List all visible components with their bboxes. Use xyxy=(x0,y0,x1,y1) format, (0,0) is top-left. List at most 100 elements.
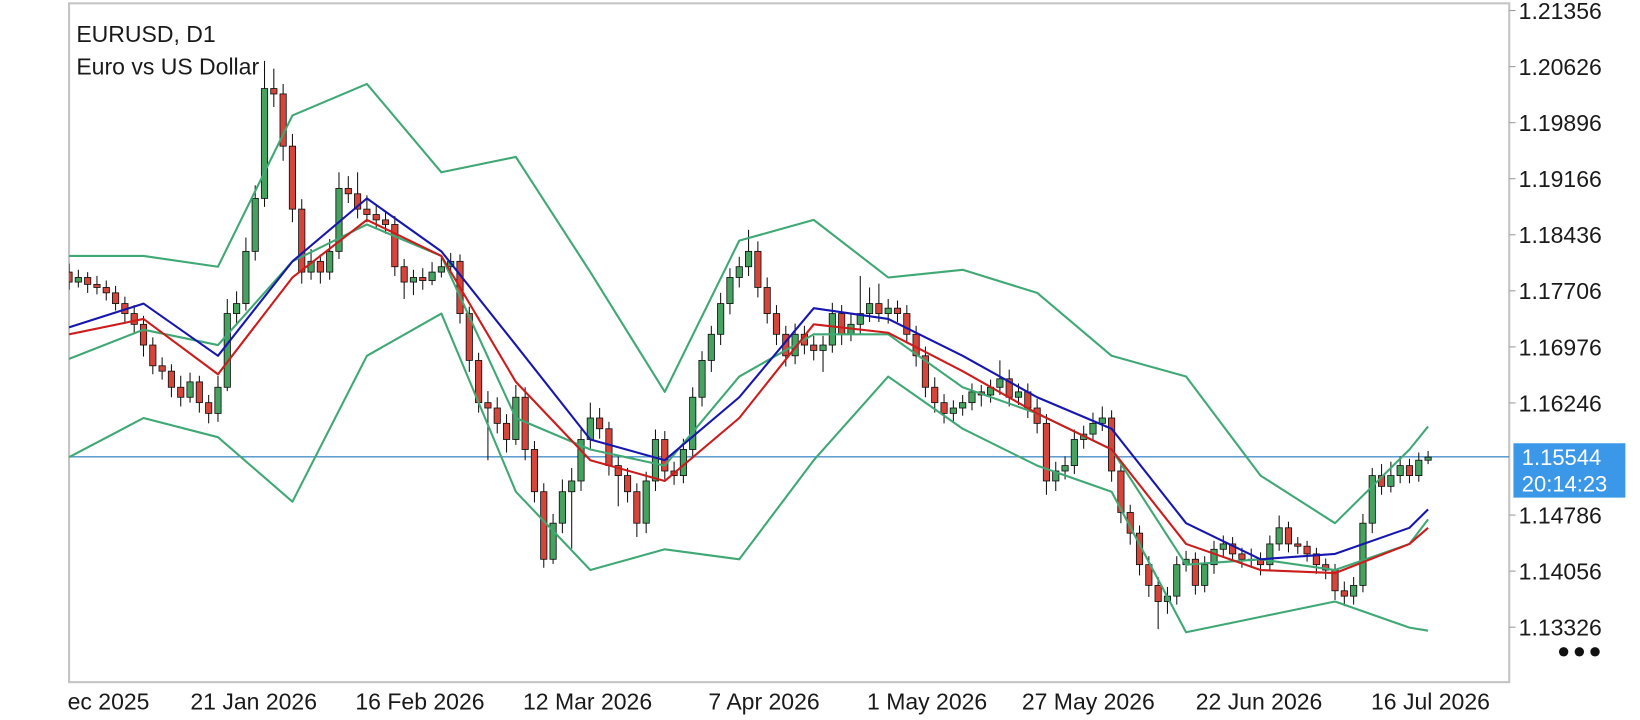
candle-body xyxy=(1229,543,1237,555)
candle-body xyxy=(856,313,864,325)
indicator-line xyxy=(69,197,1429,561)
candle-body xyxy=(167,370,175,388)
candle-body xyxy=(1070,439,1078,467)
candle-body xyxy=(186,381,194,398)
candle-body xyxy=(540,491,548,560)
candle-body xyxy=(549,522,557,560)
candle-body xyxy=(270,88,278,95)
candle-body xyxy=(940,402,948,414)
candle-body xyxy=(84,277,92,285)
candle-body xyxy=(754,250,762,288)
candle-body xyxy=(502,422,511,440)
y-tick-label: 1.16246 xyxy=(1519,390,1602,416)
candle-body xyxy=(428,271,436,281)
candle-body xyxy=(689,396,697,450)
x-tick-label: 7 Apr 2026 xyxy=(708,688,819,714)
candle-body xyxy=(205,402,213,414)
price-badge xyxy=(1513,443,1626,498)
candle-body xyxy=(651,439,660,482)
candle-body xyxy=(661,439,669,472)
candle-body xyxy=(139,323,148,346)
candle-body xyxy=(1368,475,1376,524)
x-tick-label: 16 Jul 2026 xyxy=(1371,688,1490,714)
candle-body xyxy=(288,145,296,210)
candle-body xyxy=(149,344,157,367)
candle-body xyxy=(931,386,939,404)
candle-body xyxy=(372,214,380,221)
price-badge-countdown: 20:14:23 xyxy=(1522,471,1607,496)
y-tick-label: 1.13326 xyxy=(1519,615,1602,641)
candle-body xyxy=(735,266,743,278)
indicator-line xyxy=(69,312,1429,634)
candle-body xyxy=(1052,470,1060,482)
more-menu[interactable] xyxy=(1558,647,1600,657)
y-tick-label: 1.20626 xyxy=(1519,54,1602,80)
x-tick-label: 22 Jun 2026 xyxy=(1196,688,1323,714)
candle-body xyxy=(726,277,734,304)
candle-body xyxy=(968,391,976,404)
menu-dot[interactable] xyxy=(1590,647,1600,657)
candle-body xyxy=(1154,584,1162,602)
price-badge-value: 1.15544 xyxy=(1522,445,1601,470)
candle-body xyxy=(1108,417,1116,472)
plot-area xyxy=(69,60,1510,634)
candle-body xyxy=(1405,465,1414,477)
candle-body xyxy=(810,344,818,351)
candle-body xyxy=(996,378,1004,388)
candle-body xyxy=(344,187,352,195)
candle-body xyxy=(251,197,259,252)
x-tick-label: ec 2025 xyxy=(68,688,150,714)
candle-body xyxy=(69,271,73,283)
menu-dot[interactable] xyxy=(1574,647,1585,657)
x-tick-label: 21 Jan 2026 xyxy=(190,688,317,714)
candle-body xyxy=(596,417,604,430)
menu-dot[interactable] xyxy=(1558,647,1569,657)
candle-body xyxy=(1219,543,1227,550)
candle-body xyxy=(884,307,892,314)
candle-body xyxy=(1033,407,1041,424)
candle-body xyxy=(1014,391,1023,398)
y-tick-label: 1.21356 xyxy=(1519,0,1602,24)
candle-body xyxy=(1089,422,1097,435)
candle-body xyxy=(577,439,585,482)
candle-body xyxy=(828,313,836,346)
candle-body xyxy=(819,344,827,351)
candle-body xyxy=(698,359,706,398)
candle-body xyxy=(949,407,957,414)
candle-body xyxy=(1210,548,1218,566)
candle-body xyxy=(866,303,874,314)
candle-body xyxy=(177,386,185,398)
chart-title: EURUSD, D1 xyxy=(76,21,215,47)
candle-body xyxy=(326,250,334,273)
candle-body xyxy=(484,402,492,409)
y-tick-label: 1.14786 xyxy=(1519,502,1602,528)
candle-body xyxy=(437,266,445,273)
candle-body xyxy=(214,386,222,414)
candle-body xyxy=(298,208,306,273)
candle-body xyxy=(465,313,473,361)
candle-body xyxy=(1098,417,1106,424)
candle-body xyxy=(242,250,250,304)
candle-body xyxy=(1145,564,1153,586)
candle-body xyxy=(1117,470,1125,513)
candle-body xyxy=(1396,465,1404,477)
candle-body xyxy=(763,287,771,314)
y-tick-label: 1.19896 xyxy=(1519,110,1602,136)
candle-body xyxy=(1173,564,1181,597)
candle-body xyxy=(381,219,390,225)
candle-body xyxy=(493,407,501,424)
candle-body xyxy=(707,333,715,361)
candle-body xyxy=(1275,527,1283,545)
candle-body xyxy=(1238,553,1246,560)
candle-body xyxy=(1387,475,1395,487)
candle-body xyxy=(838,313,846,335)
candle-body xyxy=(260,88,269,199)
y-tick-label: 1.14056 xyxy=(1519,558,1602,584)
candle-body xyxy=(419,277,427,281)
candle-body xyxy=(875,303,883,314)
indicator-line xyxy=(69,218,1429,575)
candle-body xyxy=(316,260,324,273)
x-tick-label: 1 May 2026 xyxy=(867,688,987,714)
candle-body xyxy=(1266,543,1274,566)
candle-body xyxy=(102,287,110,294)
